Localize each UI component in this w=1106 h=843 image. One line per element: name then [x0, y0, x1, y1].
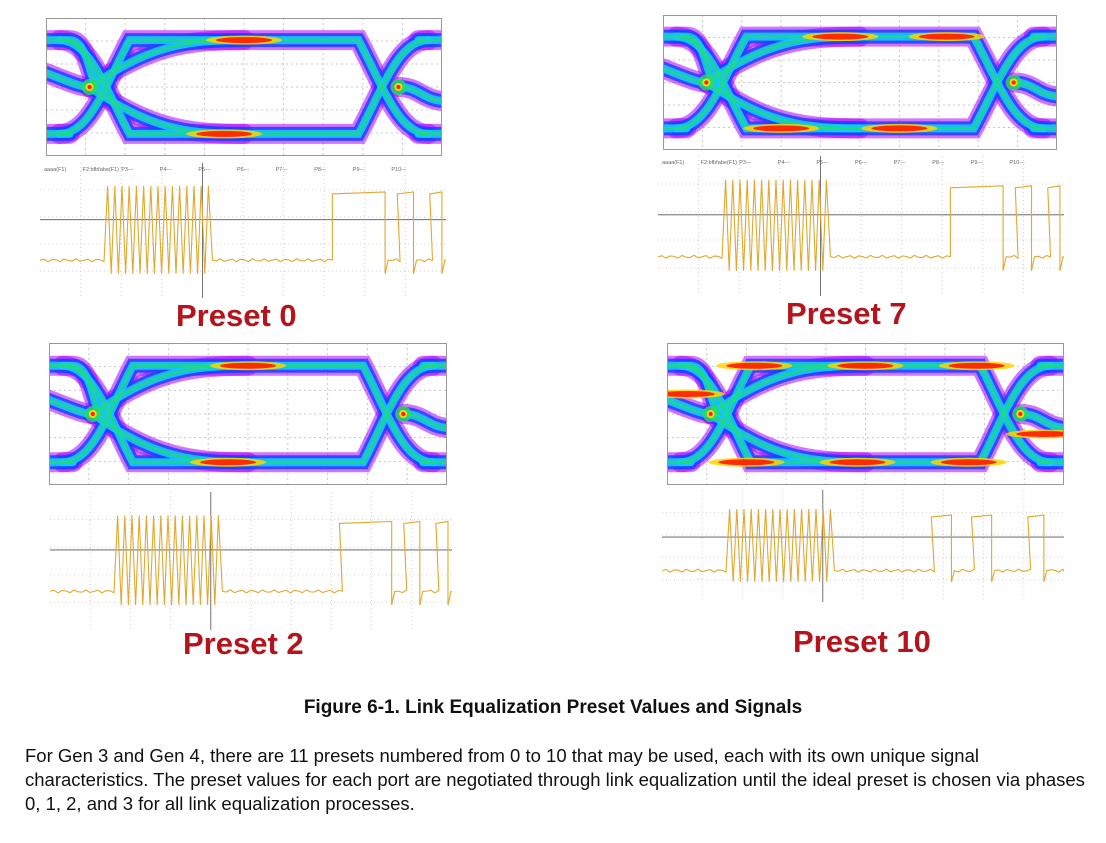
channel-marker-label: aaaa(F1)	[44, 167, 66, 173]
eye-diagram-graphic	[663, 15, 1057, 150]
channel-marker-label: F2:bfbfabe(F1)	[83, 167, 120, 173]
channel-marker-label: P3---	[121, 167, 133, 173]
waveform-preset-7: aaaa(F1) F2:bfbfabe(F1) P3--- P4--- P5--- P6-…	[658, 156, 1064, 296]
eye-diagram-preset-0	[46, 18, 442, 156]
figure-caption: Figure 6-1. Link Equalization Preset Val…	[303, 697, 803, 718]
channel-marker-label: P10---	[391, 167, 406, 173]
channel-marker-label: P4---	[160, 167, 172, 173]
preset-label: Preset 0	[176, 298, 297, 333]
eye-diagram-graphic	[46, 18, 442, 156]
channel-marker-label: P9---	[353, 167, 365, 173]
eye-diagram-graphic	[667, 343, 1064, 485]
preset-label: Preset 10	[793, 624, 931, 659]
channel-marker-label: P4---	[778, 160, 790, 166]
waveform-preset-10	[662, 490, 1064, 602]
waveform-graphic: aaaa(F1) F2:bfbfabe(F1) P3--- P4--- P5--- P6-…	[40, 163, 446, 298]
channel-marker-label: aaaa(F1)	[662, 160, 684, 166]
waveform-preset-2	[50, 492, 452, 630]
waveform-graphic: aaaa(F1) F2:bfbfabe(F1) P3--- P4--- P5--- P6-…	[658, 156, 1064, 296]
preset-label: Preset 7	[786, 296, 907, 331]
channel-marker-label: F2:bfbfabe(F1)	[701, 160, 738, 166]
preset-label: Preset 2	[183, 626, 304, 661]
eye-diagram-preset-10	[667, 343, 1064, 485]
waveform-graphic	[662, 490, 1064, 602]
channel-marker-label: P3---	[739, 160, 751, 166]
eye-diagram-preset-7	[663, 15, 1057, 150]
eye-diagram-graphic	[49, 343, 447, 485]
channel-marker-label: P8---	[314, 167, 326, 173]
channel-marker-label: P8---	[932, 160, 944, 166]
channel-marker-label: P6---	[855, 160, 867, 166]
channel-marker-label: P10---	[1009, 160, 1024, 166]
body-paragraph: For Gen 3 and Gen 4, there are 11 preset…	[25, 745, 1085, 814]
eye-diagram-preset-2	[49, 343, 447, 485]
waveform-preset-0: aaaa(F1) F2:bfbfabe(F1) P3--- P4--- P5--- P6-…	[40, 163, 446, 298]
waveform-graphic	[50, 492, 452, 630]
channel-marker-label: P5---	[816, 160, 828, 166]
channel-marker-label: P7---	[276, 167, 288, 173]
channel-marker-label: P5---	[198, 167, 210, 173]
channel-marker-label: P7---	[894, 160, 906, 166]
channel-marker-label: P6---	[237, 167, 249, 173]
channel-marker-label: P9---	[971, 160, 983, 166]
